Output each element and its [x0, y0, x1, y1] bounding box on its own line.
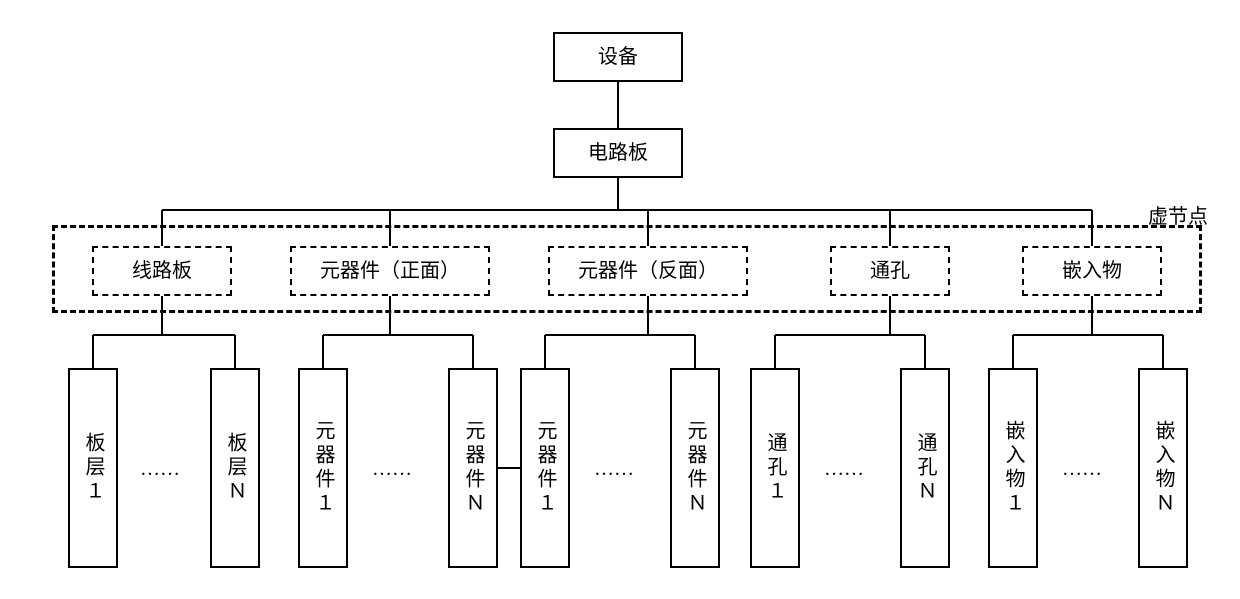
- leaf-comp-front-n: 元器件Ｎ: [448, 368, 498, 568]
- ellipsis-comp-front: ……: [372, 458, 412, 481]
- node-root: 设备: [553, 32, 683, 82]
- node-through-holes: 通孔: [830, 246, 950, 296]
- node-board: 电路板: [553, 128, 683, 178]
- node-components-front: 元器件（正面）: [290, 246, 490, 296]
- ellipsis-holes: ……: [824, 458, 864, 481]
- leaf-comp-back-1: 元器件１: [520, 368, 570, 568]
- leaf-layer-1: 板层１: [68, 368, 118, 568]
- ellipsis-comp-back: ……: [594, 458, 634, 481]
- leaf-comp-back-n: 元器件Ｎ: [670, 368, 720, 568]
- leaf-insert-1: 嵌入物１: [988, 368, 1038, 568]
- ellipsis-inserts: ……: [1062, 458, 1102, 481]
- node-inserts: 嵌入物: [1022, 246, 1162, 296]
- leaf-hole-n: 通孔Ｎ: [900, 368, 950, 568]
- leaf-insert-n: 嵌入物Ｎ: [1138, 368, 1188, 568]
- leaf-hole-1: 通孔１: [750, 368, 800, 568]
- ellipsis-layers: ……: [140, 458, 180, 481]
- node-components-back: 元器件（反面）: [548, 246, 748, 296]
- virtual-node-label: 虚节点: [1148, 200, 1208, 229]
- node-wiring-board: 线路板: [92, 246, 232, 296]
- leaf-comp-front-1: 元器件１: [298, 368, 348, 568]
- leaf-layer-n: 板层Ｎ: [210, 368, 260, 568]
